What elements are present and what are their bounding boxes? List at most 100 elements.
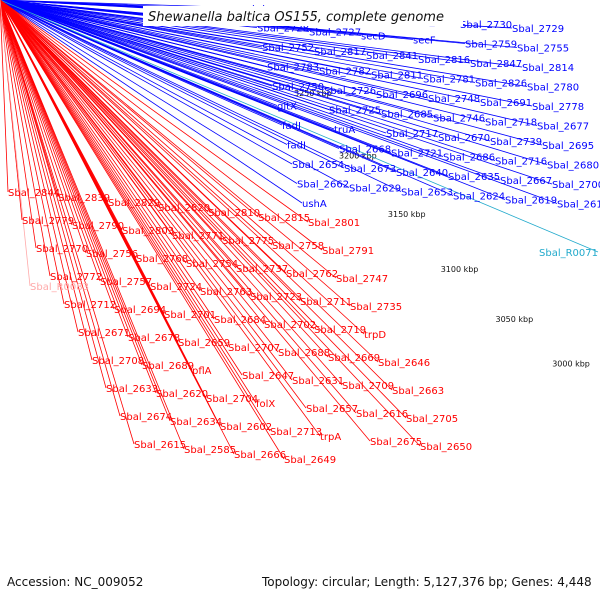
gene-label: Sbal_2779 bbox=[22, 216, 74, 227]
gene-label: secF bbox=[413, 36, 436, 47]
gene-label: Sbal_2613 bbox=[557, 200, 600, 211]
gene-leader-line bbox=[0, 0, 321, 437]
gene-label: Sbal_2718 bbox=[485, 118, 537, 129]
gene-leader-line bbox=[0, 0, 419, 60]
gene-leader-line bbox=[0, 0, 496, 161]
gene-leader-line bbox=[0, 0, 115, 310]
gene-label: Sbal_2725 bbox=[329, 106, 381, 117]
gene-leader-line bbox=[0, 0, 279, 353]
gene-label: Sbal_2814 bbox=[522, 63, 574, 74]
gene-leader-line bbox=[0, 0, 129, 338]
gene-label: Sbal_2654 bbox=[292, 160, 344, 171]
gene-leader-line bbox=[0, 0, 51, 277]
gene-leader-line bbox=[0, 0, 215, 320]
gene-label: Sbal_2712 bbox=[64, 300, 116, 311]
gene-label: Sbal_2721 bbox=[391, 149, 443, 160]
gene-label: Sbal_2770 bbox=[36, 244, 88, 255]
gene-label: Sbal_2724 bbox=[150, 282, 202, 293]
gene-leader-line bbox=[0, 0, 309, 223]
gene-leader-line bbox=[0, 0, 523, 68]
gene-leader-line bbox=[0, 0, 491, 142]
gene-label: folX bbox=[256, 399, 275, 410]
accession-label: Accession: NC_009052 bbox=[7, 575, 143, 589]
gene-label: Sbal_2723 bbox=[250, 292, 302, 303]
gene-label: Sbal_2678 bbox=[128, 333, 180, 344]
gene-leader-line bbox=[0, 0, 323, 251]
kbp-scale-label: 3150 kbp bbox=[388, 210, 426, 219]
gene-label: Sbal_2674 bbox=[120, 412, 172, 423]
gene-label: Sbal_2669 bbox=[328, 353, 380, 364]
gene-label: Sbal_2701 bbox=[164, 310, 216, 321]
gene-label: Sbal_2755 bbox=[517, 44, 569, 55]
gene-label: Sbal_2670 bbox=[438, 133, 490, 144]
gene-leader-line bbox=[0, 0, 37, 249]
gene-label: Sbal_2675 bbox=[370, 437, 422, 448]
gene-label: ushA bbox=[302, 199, 327, 210]
gene-leader-line bbox=[0, 0, 101, 282]
gene-label: Sbal_2704 bbox=[206, 394, 258, 405]
gene-label: Sbal_2647 bbox=[242, 371, 294, 382]
gene-leader-line bbox=[0, 0, 533, 107]
gene-label: Sbal_2783 bbox=[267, 63, 319, 74]
gene-label: Sbal_2680 bbox=[547, 161, 599, 172]
gene-label: Sbal_2624 bbox=[453, 192, 505, 203]
gene-leader-line bbox=[0, 0, 379, 363]
gene-leader-lines bbox=[0, 0, 599, 460]
gene-label: Sbal_2663 bbox=[392, 386, 444, 397]
gene-leader-line bbox=[0, 0, 315, 330]
gene-label: Sbal_2634 bbox=[170, 417, 222, 428]
gene-label: Sbal_2727 bbox=[309, 28, 361, 39]
gene-label: Sbal_2685 bbox=[381, 110, 433, 121]
gene-leader-line bbox=[0, 0, 229, 348]
gene-label: Sbal_2820 bbox=[158, 203, 210, 214]
gene-label: Sbal_2702 bbox=[264, 320, 316, 331]
gene-label: Sbal_2756 bbox=[86, 249, 138, 260]
gene-leader-line bbox=[0, 0, 293, 381]
gene-label: Sbal_2772 bbox=[50, 272, 102, 283]
gene-label: Sbal_2759 bbox=[465, 40, 517, 51]
gene-label: Sbal_2694 bbox=[114, 305, 166, 316]
gene-leader-line bbox=[0, 0, 371, 442]
gene-label: truA bbox=[334, 125, 355, 136]
gene-label: Sbal_2729 bbox=[512, 24, 564, 35]
gene-label: Sbal_2666 bbox=[234, 450, 286, 461]
gene-label: Sbal_2781 bbox=[423, 75, 475, 86]
gene-leader-line bbox=[0, 0, 135, 445]
gene-leader-line bbox=[0, 0, 350, 188]
gene-label: Sbal_2816 bbox=[418, 55, 470, 66]
gene-leader-line bbox=[0, 0, 528, 87]
gene-label: Sbal_2668 bbox=[339, 145, 391, 156]
gene-label: Sbal_2847 bbox=[470, 59, 522, 70]
gene-leader-line bbox=[0, 0, 65, 305]
gene-label: Sbal_2750 bbox=[272, 82, 324, 93]
gene-label: Sbal_2757 bbox=[100, 277, 152, 288]
gene-label: Sbal_2780 bbox=[527, 83, 579, 94]
gene-label: Sbal_2673 bbox=[344, 164, 396, 175]
gene-leader-line bbox=[0, 0, 31, 287]
gene-label: Sbal_2708 bbox=[92, 356, 144, 367]
gene-label: trpD bbox=[364, 330, 386, 341]
gene-label: Sbal_2778 bbox=[532, 102, 584, 113]
gene-leader-line bbox=[0, 0, 337, 279]
gene-label: Sbal_2616 bbox=[356, 409, 408, 420]
kbp-scale-label: 3050 kbp bbox=[496, 315, 534, 324]
gene-label: Sbal_R0071 bbox=[539, 248, 598, 259]
gene-label: Sbal_2803 bbox=[122, 226, 174, 237]
gene-leader-line bbox=[0, 0, 303, 204]
gene-leader-line bbox=[0, 0, 107, 389]
gene-label: Sbal_2707 bbox=[228, 343, 280, 354]
kbp-scale-label: 3200 kbp bbox=[339, 151, 377, 160]
gene-leader-line bbox=[0, 0, 293, 165]
gene-leader-line bbox=[0, 0, 481, 103]
gene-label: Sbal_2696 bbox=[376, 90, 428, 101]
gene-label: Sbal_2826 bbox=[475, 79, 527, 90]
gene-label: Sbal_2631 bbox=[292, 376, 344, 387]
gene-leader-line bbox=[0, 0, 235, 455]
gene-leader-line bbox=[0, 0, 439, 138]
gene-label: Sbal_2762 bbox=[286, 269, 338, 280]
gene-label: Sbal_2709 bbox=[342, 381, 394, 392]
gene-label: Sbal_2646 bbox=[378, 358, 430, 369]
gene-leader-line bbox=[0, 0, 343, 386]
gene-label: Sbal_2829 bbox=[108, 198, 160, 209]
map-title: Shewanella baltica OS155, complete genom… bbox=[148, 10, 444, 25]
